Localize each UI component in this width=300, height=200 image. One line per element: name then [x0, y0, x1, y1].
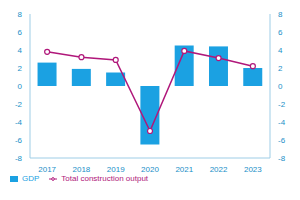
- svg-text:6: 6: [18, 28, 23, 37]
- svg-text:0: 0: [18, 82, 23, 91]
- svg-text:2021: 2021: [175, 165, 193, 174]
- svg-text:2: 2: [278, 64, 283, 73]
- svg-text:2017: 2017: [38, 165, 56, 174]
- html-text:GDP: GDP: [22, 174, 40, 183]
- svg-text:-6: -6: [15, 136, 23, 145]
- svg-text:-8: -8: [278, 154, 286, 163]
- svg-text:-4: -4: [278, 118, 286, 127]
- svg-text:2022: 2022: [210, 165, 228, 174]
- svg-text:-4: -4: [15, 118, 23, 127]
- svg-text:-2: -2: [278, 100, 286, 109]
- svg-text:2023: 2023: [244, 165, 262, 174]
- svg-text:4: 4: [18, 46, 23, 55]
- svg-text:-2: -2: [15, 100, 23, 109]
- svg-text:0: 0: [278, 82, 283, 91]
- svg-text:2020: 2020: [141, 165, 159, 174]
- svg-text:8: 8: [18, 10, 23, 19]
- svg-text:-6: -6: [278, 136, 286, 145]
- svg-text:2019: 2019: [107, 165, 125, 174]
- svg-text:2: 2: [18, 64, 23, 73]
- svg-text:2018: 2018: [73, 165, 91, 174]
- svg-text:6: 6: [278, 28, 283, 37]
- svg-text:-8: -8: [15, 154, 23, 163]
- svg-text:8: 8: [278, 10, 283, 19]
- svg-text:4: 4: [278, 46, 283, 55]
- html-text:Total construction output: Total construction output: [61, 174, 149, 183]
